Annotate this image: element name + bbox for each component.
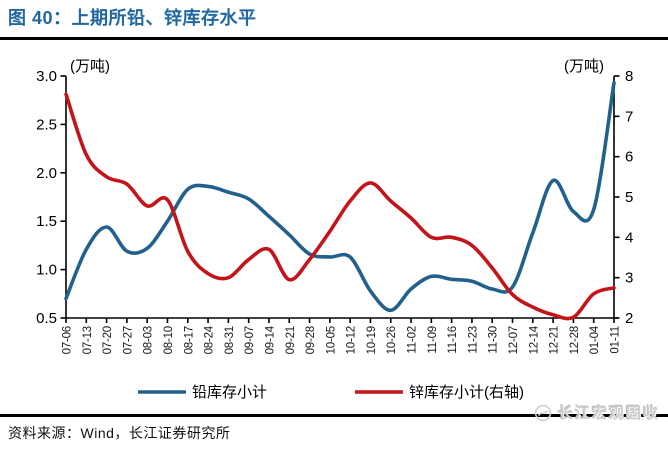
title-divider bbox=[0, 37, 668, 40]
x-axis-tick-label: 11-02 bbox=[407, 326, 419, 354]
x-axis-tick-label: 08-17 bbox=[183, 326, 195, 354]
left-axis-tick-label: 1.5 bbox=[36, 213, 57, 230]
x-axis-tick-label: 09-14 bbox=[265, 325, 277, 354]
left-axis-tick-label: 2.0 bbox=[36, 165, 57, 182]
x-axis-tick-label: 12-28 bbox=[569, 326, 581, 354]
lead-series-line bbox=[64, 81, 616, 313]
x-axis-tick-label: 08-03 bbox=[143, 326, 155, 354]
x-axis-tick-label: 12-14 bbox=[528, 325, 540, 354]
right-axis-tick-label: 2 bbox=[625, 310, 633, 327]
x-axis-tick-label: 10-26 bbox=[386, 326, 398, 354]
right-axis-tick-label: 5 bbox=[625, 189, 633, 206]
x-axis-tick-label: 07-06 bbox=[62, 326, 74, 354]
zinc-series-line bbox=[64, 92, 616, 321]
x-axis-tick-label: 09-21 bbox=[285, 326, 297, 354]
right-axis-tick-label: 3 bbox=[625, 270, 633, 287]
x-axis-tick-label: 07-13 bbox=[82, 326, 94, 354]
x-axis-tick-label: 01-04 bbox=[589, 325, 601, 354]
x-axis-tick-label: 08-10 bbox=[163, 326, 175, 354]
x-axis-tick-label: 08-24 bbox=[204, 325, 216, 354]
right-axis-tick-label: 6 bbox=[625, 149, 633, 166]
legend-label-lead: 铅库存小计 bbox=[192, 384, 267, 401]
left-axis-tick-label: 0.5 bbox=[36, 310, 57, 327]
x-axis-tick-label: 12-21 bbox=[549, 326, 561, 354]
watermark-text: 长江宏观固收 bbox=[557, 405, 660, 422]
left-axis-tick-label: 2.5 bbox=[36, 116, 57, 133]
right-axis-tick-label: 7 bbox=[625, 108, 633, 125]
footer-divider bbox=[0, 414, 668, 417]
x-axis-tick-label: 07-27 bbox=[122, 326, 134, 354]
left-axis-unit-label: (万吨) bbox=[70, 58, 110, 75]
x-axis-tick-label: 11-09 bbox=[427, 326, 439, 354]
legend-label-zinc: 锌库存小计(右轴) bbox=[409, 384, 524, 401]
right-axis-unit-label: (万吨) bbox=[564, 58, 604, 75]
x-axis-tick-label: 11-30 bbox=[488, 326, 500, 354]
right-axis-tick-label: 4 bbox=[625, 229, 633, 246]
right-axis-tick-label: 8 bbox=[625, 68, 633, 85]
x-axis-tick-label: 11-16 bbox=[447, 326, 459, 354]
figure-title: 图 40：上期所铅、锌库存水平 bbox=[8, 8, 257, 28]
left-axis-tick-label: 3.0 bbox=[36, 68, 57, 85]
x-axis-tick-label: 10-12 bbox=[346, 326, 358, 354]
watermark: 长江宏观固收 bbox=[534, 402, 660, 423]
watermark-logo-icon bbox=[534, 404, 552, 421]
x-axis-tick-label: 07-20 bbox=[102, 326, 114, 354]
x-axis-tick-label: 10-19 bbox=[366, 326, 378, 354]
x-axis-tick-label: 01-11 bbox=[610, 326, 622, 354]
x-axis-tick-label: 09-07 bbox=[244, 326, 256, 354]
x-axis-tick-label: 08-31 bbox=[224, 326, 236, 354]
x-axis-tick-label: 12-07 bbox=[508, 326, 520, 354]
left-axis-tick-label: 1.0 bbox=[36, 262, 57, 279]
source-text: 资料来源：Wind，长江证券研究所 bbox=[8, 425, 231, 441]
x-axis-tick-label: 11-23 bbox=[467, 326, 479, 354]
x-axis-tick-label: 10-05 bbox=[325, 326, 337, 354]
x-axis-tick-label: 09-28 bbox=[305, 326, 317, 354]
